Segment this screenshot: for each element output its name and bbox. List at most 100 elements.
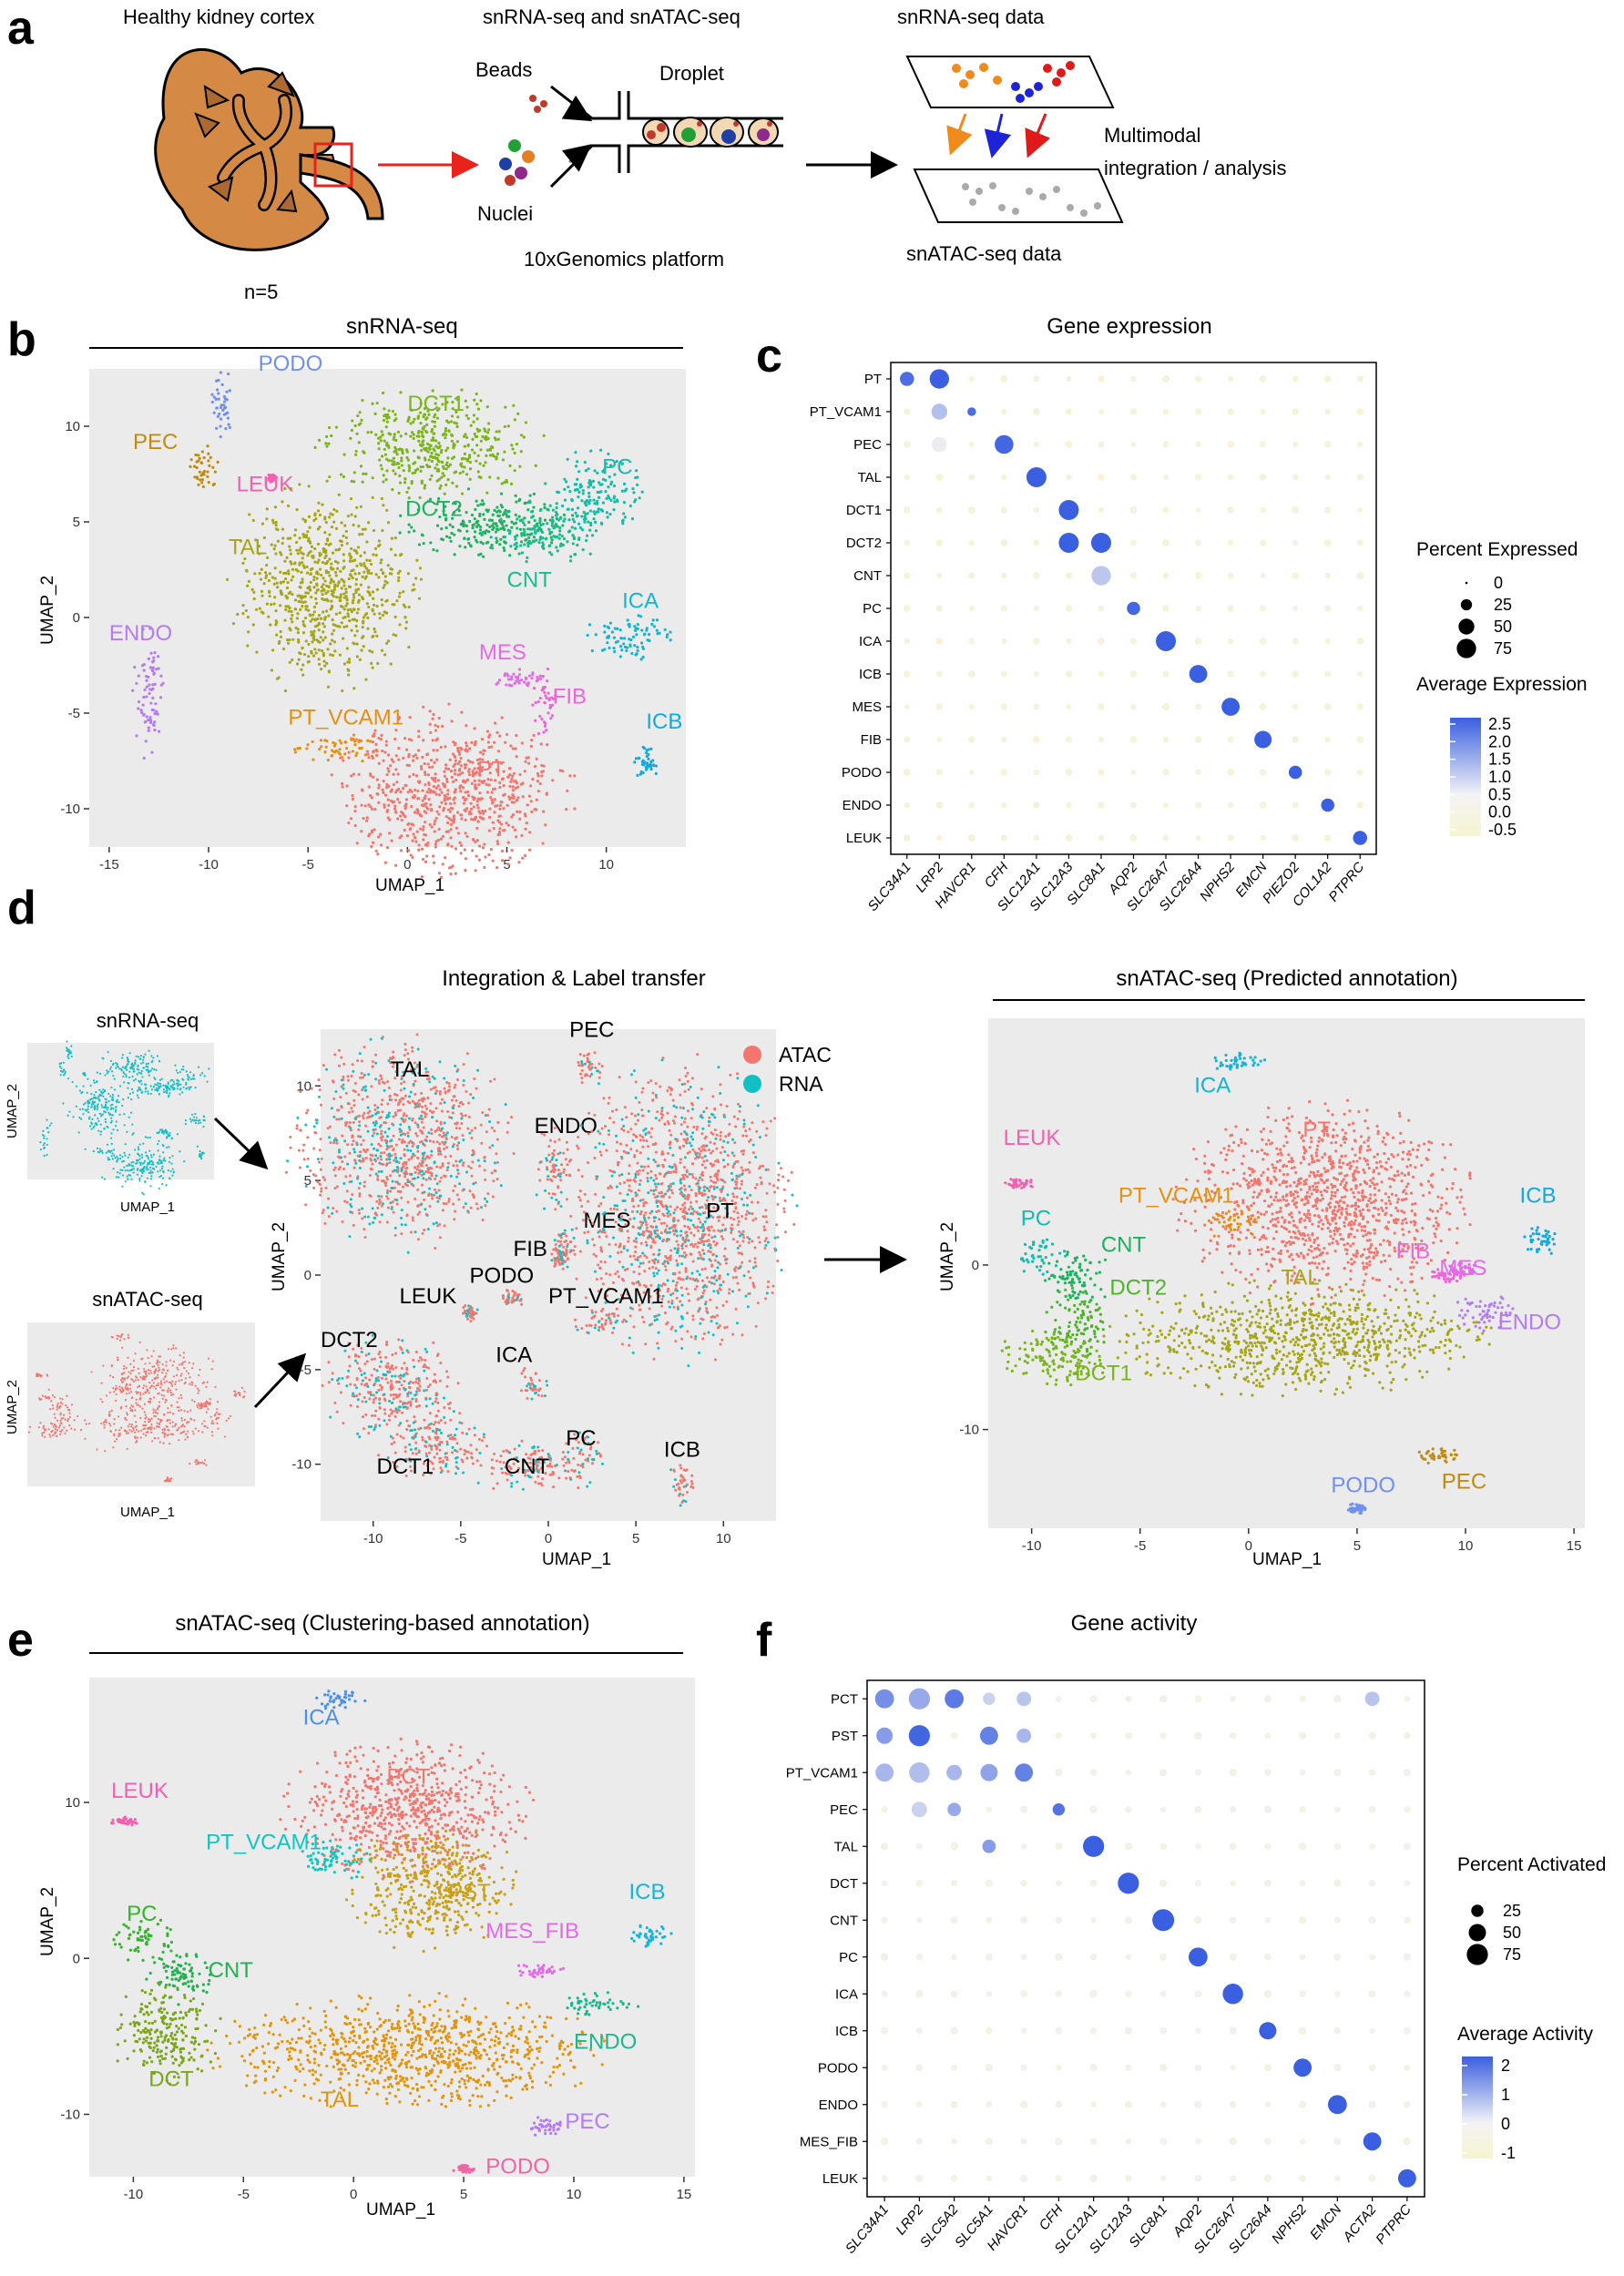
c-dot (1195, 408, 1202, 415)
c-dot (1190, 665, 1208, 683)
miniatac-point (136, 1399, 138, 1401)
b-point (358, 424, 361, 426)
b-point (465, 525, 468, 527)
b-point (151, 697, 154, 699)
b-point (454, 743, 456, 746)
b-point (190, 458, 193, 461)
miniatac-point (150, 1432, 152, 1434)
b-point (229, 389, 231, 392)
minirna-point (159, 1162, 161, 1164)
dmid-point (438, 1134, 441, 1137)
b-point (376, 662, 379, 665)
b-point (516, 443, 518, 445)
b-point (424, 762, 426, 765)
b-point (515, 522, 517, 525)
b-point (331, 633, 333, 636)
minirna-point (98, 1089, 100, 1091)
minirna-point (83, 1074, 85, 1076)
minirna-point (111, 1143, 113, 1145)
c-dot (1162, 769, 1169, 775)
b-point (538, 519, 541, 522)
b-point (394, 450, 397, 453)
b-point (438, 805, 441, 808)
b-point (226, 578, 229, 581)
c-dot (1098, 801, 1105, 809)
minirna-point (88, 1116, 90, 1118)
b-point (149, 652, 152, 655)
dmid-point (480, 1142, 483, 1145)
b-point (509, 545, 512, 547)
b-point (157, 713, 159, 716)
b-point (493, 811, 495, 813)
b-point (343, 616, 346, 618)
minirna-point (147, 1068, 148, 1070)
b-point (609, 622, 612, 625)
b-point (376, 588, 379, 591)
b-point (461, 771, 464, 774)
b-point (372, 750, 374, 753)
b-point (259, 607, 261, 610)
b-point (413, 434, 415, 436)
b-point (625, 488, 628, 491)
b-point (211, 401, 214, 403)
b-point (395, 599, 398, 602)
c-dot (968, 670, 975, 678)
dmid-point (378, 1170, 381, 1173)
minirna-point (99, 1113, 101, 1115)
b-point (329, 653, 332, 656)
b-point (542, 675, 545, 678)
b-point (372, 590, 374, 593)
miniatac-point (124, 1429, 126, 1431)
b-point (516, 799, 518, 801)
b-point (568, 774, 571, 777)
minirna-point (107, 1051, 109, 1053)
b-point (444, 775, 446, 778)
b-point (260, 578, 262, 581)
b-point (392, 410, 394, 413)
b-point (454, 769, 456, 771)
minirna-point (201, 1072, 203, 1074)
b-point (424, 418, 427, 421)
b-point (539, 509, 542, 512)
minirna-point (128, 1059, 129, 1061)
b-point (619, 645, 622, 648)
b-point (313, 547, 316, 550)
b-point (446, 456, 449, 459)
miniatac-point (169, 1382, 170, 1383)
miniatac-point (210, 1416, 212, 1418)
minirna-point (95, 1097, 97, 1098)
b-point (276, 582, 279, 585)
c-row-label-leuk: LEUK (846, 831, 882, 846)
b-point (301, 605, 303, 607)
b-point (460, 764, 463, 767)
b-point (353, 810, 356, 812)
b-point (440, 537, 443, 540)
b-point (455, 827, 458, 830)
miniatac-point (100, 1398, 102, 1400)
b-point (464, 457, 466, 460)
b-point (382, 434, 384, 436)
b-point (496, 819, 499, 822)
miniatac-point (145, 1434, 147, 1436)
b-point (363, 571, 365, 574)
b-point (399, 570, 402, 573)
minirna-point (99, 1148, 101, 1150)
c-dot (1195, 736, 1202, 743)
b-point (526, 545, 529, 547)
minirna-point (94, 1105, 96, 1107)
miniatac-point (172, 1425, 174, 1427)
miniatac-point (211, 1431, 213, 1433)
b-point (236, 613, 239, 616)
b-point (302, 631, 305, 634)
b-xtick-label: -10 (199, 857, 219, 873)
miniatac-point (212, 1423, 214, 1424)
b-point (419, 422, 422, 424)
c-dot (968, 572, 975, 578)
b-point (201, 450, 204, 453)
b-point (530, 516, 533, 519)
minirna-point (152, 1168, 154, 1169)
b-point (528, 795, 531, 798)
b-point (513, 796, 516, 799)
miniatac-point (146, 1349, 148, 1351)
b-point (623, 501, 626, 504)
